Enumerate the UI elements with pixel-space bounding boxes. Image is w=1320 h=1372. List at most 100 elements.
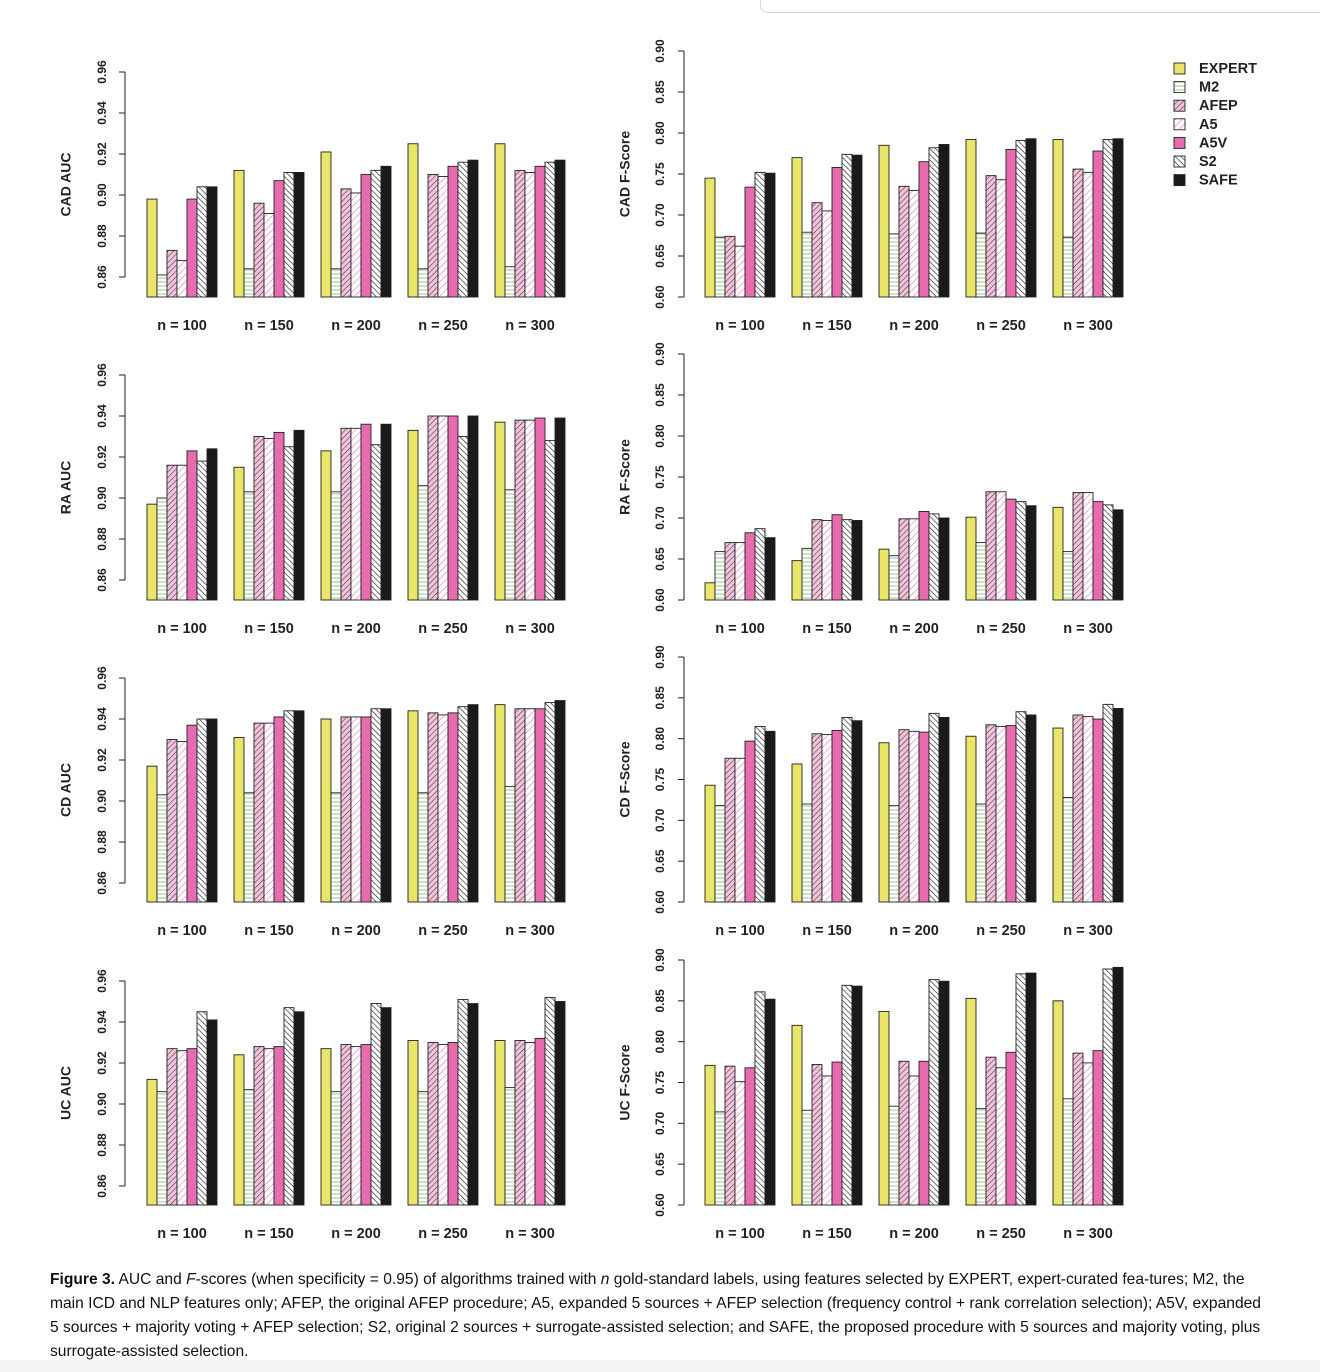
ra-f-score-panel: 0.60 0.65 0.70 0.75 0.80 0.85 0.90 RA F-Score n …	[617, 342, 1124, 637]
caption-italic-n: n	[600, 1271, 610, 1288]
bar-afep-n-100	[166, 1048, 178, 1206]
bar-s2-n-200	[928, 513, 940, 601]
y-tick-label: 0.80	[653, 1030, 667, 1054]
y-tick-label: 0.85	[653, 989, 667, 1013]
bar-a5v-n-300	[534, 165, 546, 298]
x-category-label: n = 150	[802, 621, 852, 637]
y-tick-label: 0.90	[653, 645, 667, 669]
bar-safe-n-100	[764, 172, 776, 298]
bar-a5v-n-250	[447, 1042, 459, 1206]
y-tick-label: 0.96	[95, 363, 109, 387]
y-tick-label: 0.96	[95, 60, 109, 84]
bar-a5v-n-150	[273, 431, 285, 601]
bar-expert-n-200	[320, 450, 332, 601]
bar-m2-n-250	[417, 792, 429, 903]
bar-expert-n-300	[1052, 506, 1064, 601]
bar-a5v-n-150	[831, 166, 843, 298]
y-tick-label: 0.94	[95, 1010, 109, 1034]
y-axis-label: UC AUC	[58, 1066, 74, 1120]
bar-a5-n-300	[1082, 492, 1094, 601]
y-tick-label: 0.80	[653, 424, 667, 448]
bar-safe-n-300	[1112, 708, 1124, 903]
y-tick-label: 0.88	[95, 1133, 109, 1157]
bar-a5-n-150	[263, 212, 275, 298]
y-tick-label: 0.60	[653, 285, 667, 309]
bar-s2-n-150	[283, 710, 295, 903]
bar-a5v-n-300	[1092, 501, 1104, 601]
bar-a5v-n-100	[186, 198, 198, 298]
bar-s2-n-150	[283, 171, 295, 298]
cd-f-score-panel: 0.60 0.65 0.70 0.75 0.80 0.85 0.90 CD F-Score n …	[617, 645, 1124, 939]
bar-safe-n-100	[206, 718, 218, 903]
bar-safe-n-200	[380, 423, 392, 601]
y-tick-label: 0.88	[95, 224, 109, 248]
y-tick-label: 0.92	[95, 445, 109, 469]
bar-safe-n-250	[1025, 138, 1037, 298]
legend-swatch-safe	[1173, 174, 1186, 187]
x-category-label: n = 200	[889, 621, 939, 637]
bar-m2-n-300	[504, 266, 516, 298]
bottom-strip	[0, 1360, 1320, 1372]
bar-s2-n-300	[544, 996, 556, 1206]
bar-safe-n-150	[851, 520, 863, 601]
bar-a5-n-300	[1082, 171, 1094, 298]
bar-a5-n-200	[908, 1075, 920, 1206]
bar-safe-n-200	[380, 1007, 392, 1206]
bar-a5-n-300	[1082, 1062, 1094, 1206]
bar-s2-n-150	[841, 519, 853, 601]
bar-expert-n-200	[878, 742, 890, 903]
bar-a5v-n-250	[447, 415, 459, 601]
bar-s2-n-250	[457, 161, 469, 298]
bar-expert-n-150	[791, 560, 803, 601]
bar-a5-n-200	[350, 716, 362, 903]
bar-afep-n-250	[985, 491, 997, 601]
bar-afep-n-150	[253, 436, 265, 601]
legend: EXPERT M2 AFEP A5 A5V S2 SAFE	[1173, 61, 1257, 189]
bar-a5v-n-100	[744, 1067, 756, 1206]
x-category-label: n = 200	[331, 1226, 381, 1242]
ra-auc-panel: 0.86 0.88 0.90 0.92 0.94 0.96 RA AUC n = 100 n =…	[58, 363, 566, 637]
caption-italic-f: F	[186, 1271, 196, 1288]
y-tick-label: 0.92	[95, 748, 109, 772]
bar-expert-n-200	[320, 718, 332, 903]
bar-m2-n-150	[801, 547, 813, 601]
bar-a5-n-200	[350, 192, 362, 298]
bar-safe-n-250	[467, 704, 479, 903]
bar-m2-n-250	[417, 485, 429, 601]
bar-a5v-n-150	[831, 514, 843, 601]
bar-afep-n-250	[985, 724, 997, 903]
bar-a5v-n-200	[918, 510, 930, 601]
bar-expert-n-100	[146, 198, 158, 298]
x-category-label: n = 100	[157, 923, 207, 939]
y-tick-label: 0.85	[653, 686, 667, 710]
y-axis-label: RA F-Score	[617, 439, 633, 515]
bar-m2-n-150	[801, 231, 813, 298]
bar-afep-n-150	[253, 1046, 265, 1206]
bar-expert-n-150	[233, 1054, 245, 1206]
bar-a5-n-300	[524, 419, 536, 601]
y-axis-label: UC F-Score	[617, 1044, 633, 1120]
x-category-label: n = 100	[157, 1226, 207, 1242]
bar-s2-n-200	[370, 1003, 382, 1206]
bar-afep-n-150	[253, 202, 265, 298]
cad-f-score-panel: 0.60 0.65 0.70 0.75 0.80 0.85 0.90 CAD F-Score n…	[617, 39, 1124, 334]
y-tick-label: 0.92	[95, 1051, 109, 1075]
bar-s2-n-300	[544, 161, 556, 298]
bar-afep-n-200	[340, 188, 352, 298]
bar-a5-n-150	[263, 438, 275, 601]
bar-afep-n-100	[166, 464, 178, 601]
bar-m2-n-100	[156, 1091, 168, 1206]
y-tick-label: 0.88	[95, 830, 109, 854]
bar-afep-n-200	[340, 716, 352, 903]
x-category-label: n = 200	[889, 318, 939, 334]
bar-afep-n-100	[166, 249, 178, 298]
y-tick-label: 0.65	[653, 244, 667, 268]
bar-s2-n-250	[1015, 973, 1027, 1206]
bar-s2-n-100	[754, 171, 766, 298]
bar-a5-n-250	[437, 714, 449, 903]
bar-expert-n-300	[494, 704, 506, 903]
y-tick-label: 0.96	[95, 969, 109, 993]
cad-auc-panel: 0.86 0.88 0.90 0.92 0.94 0.96 CAD AUC n = 100 n …	[58, 60, 566, 334]
bar-safe-n-300	[1112, 966, 1124, 1206]
bar-m2-n-200	[888, 805, 900, 903]
